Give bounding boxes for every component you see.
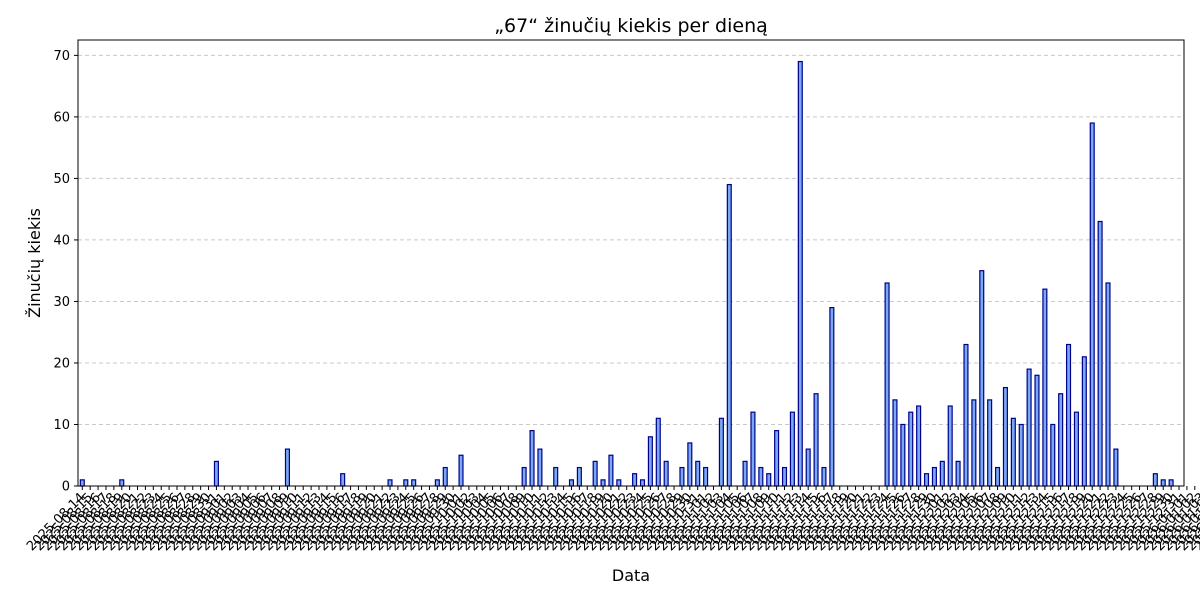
bar-2025-11-03 xyxy=(718,417,724,487)
bar-2025-12-02 xyxy=(947,405,953,487)
x-axis: 2025-08-142025-08-152025-08-162025-08-17… xyxy=(24,486,1200,554)
bar-2025-12-15 xyxy=(1050,423,1056,487)
bar-2025-11-17 xyxy=(829,307,835,487)
bar-2025-10-27 xyxy=(663,460,669,487)
x-axis-label: Data xyxy=(612,566,650,585)
bar-2025-11-25 xyxy=(892,399,898,487)
bar-2025-09-24 xyxy=(403,479,409,487)
bar-2025-12-01 xyxy=(939,460,945,487)
bar-2025-10-23 xyxy=(632,473,638,487)
bar-2025-10-31 xyxy=(695,460,701,487)
bar-2025-10-09 xyxy=(521,466,527,487)
y-axis-label: Žinučių kiekis xyxy=(25,208,44,318)
bar-2025-12-17 xyxy=(1065,343,1072,487)
bar-2025-09-28 xyxy=(434,479,440,487)
y-tick-label-60: 60 xyxy=(53,110,70,125)
bar-2025-10-25 xyxy=(647,436,653,487)
bar-2025-12-22 xyxy=(1105,282,1111,487)
bar-2025-08-14 xyxy=(79,479,85,487)
bar-2025-09-22 xyxy=(387,479,393,487)
bar-2025-12-20 xyxy=(1089,122,1095,487)
bar-2025-11-11 xyxy=(781,466,788,487)
bar-2025-12-21 xyxy=(1097,220,1103,487)
y-tick-label-70: 70 xyxy=(53,49,70,64)
y-tick-label-50: 50 xyxy=(53,172,70,187)
bar-2025-09-29 xyxy=(442,466,448,487)
bar-2025-12-06 xyxy=(979,270,985,487)
bar-2025-12-29 xyxy=(1160,479,1166,487)
y-tick-label-30: 30 xyxy=(53,295,70,310)
bar-2025-09-16 xyxy=(340,473,346,487)
bar-2025-11-09 xyxy=(766,473,772,487)
bar-2025-12-11 xyxy=(1018,423,1024,487)
bar-2025-10-20 xyxy=(608,454,614,487)
bar-2025-11-28 xyxy=(916,405,922,487)
bar-2025-12-05 xyxy=(971,399,977,487)
bar-2025-12-23 xyxy=(1113,448,1119,487)
bar-2025-10-30 xyxy=(687,442,693,487)
bar-2025-09-09 xyxy=(284,448,290,487)
bar-2025-11-08 xyxy=(758,466,764,487)
bar-2025-12-04 xyxy=(963,343,969,487)
bar-2025-11-26 xyxy=(900,423,906,487)
bar-2025-12-07 xyxy=(987,399,993,487)
bar-2025-08-31 xyxy=(213,460,219,487)
grid-lines xyxy=(78,54,1184,487)
bar-2025-11-01 xyxy=(703,466,709,487)
bar-2025-10-11 xyxy=(537,448,543,487)
bar-2025-12-16 xyxy=(1058,393,1064,487)
bar-2025-11-24 xyxy=(884,282,890,487)
bar-2025-10-10 xyxy=(529,430,535,487)
bar-2025-11-27 xyxy=(908,411,914,487)
bar-2025-12-12 xyxy=(1026,368,1032,487)
bar-2025-11-15 xyxy=(813,393,819,487)
bar-2025-11-16 xyxy=(821,466,827,487)
bar-2025-09-25 xyxy=(411,479,417,487)
bar-2025-10-01 xyxy=(458,454,464,487)
bar-2025-10-29 xyxy=(679,466,685,487)
bar-2025-12-18 xyxy=(1073,411,1079,487)
bar-2025-10-21 xyxy=(616,479,622,487)
bar-2025-10-24 xyxy=(639,479,646,487)
bar-2025-11-14 xyxy=(805,448,811,487)
bar-2025-11-12 xyxy=(789,411,795,487)
bar-2025-12-09 xyxy=(1002,386,1008,487)
bar-2025-08-19 xyxy=(119,479,125,487)
bar-2025-11-06 xyxy=(742,460,748,487)
bar-2025-10-26 xyxy=(655,417,661,487)
bar-2025-11-29 xyxy=(923,473,930,487)
y-tick-label-40: 40 xyxy=(53,233,70,248)
bar-2025-11-07 xyxy=(750,411,756,487)
bar-2025-11-30 xyxy=(931,466,937,487)
chart-title: „67“ žinučių kiekis per dieną xyxy=(494,15,768,37)
bar-2025-12-10 xyxy=(1010,417,1016,487)
bar-2025-10-16 xyxy=(576,466,582,487)
y-tick-label-10: 10 xyxy=(53,418,70,433)
bar-2025-11-10 xyxy=(774,430,780,487)
bar-2025-10-13 xyxy=(553,466,559,487)
bar-2025-12-30 xyxy=(1168,479,1174,487)
bar-2025-12-13 xyxy=(1034,374,1040,487)
plot-frame xyxy=(77,39,1185,487)
bar-2025-12-08 xyxy=(994,466,1001,487)
bar-2025-10-15 xyxy=(568,479,575,487)
y-tick-label-20: 20 xyxy=(53,356,70,371)
bar-2025-11-13 xyxy=(797,60,803,487)
bar-2025-10-19 xyxy=(600,479,606,487)
bar-2025-12-28 xyxy=(1152,473,1158,487)
bars xyxy=(79,60,1174,487)
bar-2025-10-18 xyxy=(592,460,598,487)
bar-2025-12-14 xyxy=(1042,288,1048,487)
bar-2025-12-03 xyxy=(955,460,961,487)
y-axis: 0 10 20 30 40 50 60 70 xyxy=(53,49,78,495)
bar-2025-11-04 xyxy=(726,183,732,487)
y-tick-label-0: 0 xyxy=(62,480,70,495)
bar-2025-12-19 xyxy=(1081,356,1087,487)
